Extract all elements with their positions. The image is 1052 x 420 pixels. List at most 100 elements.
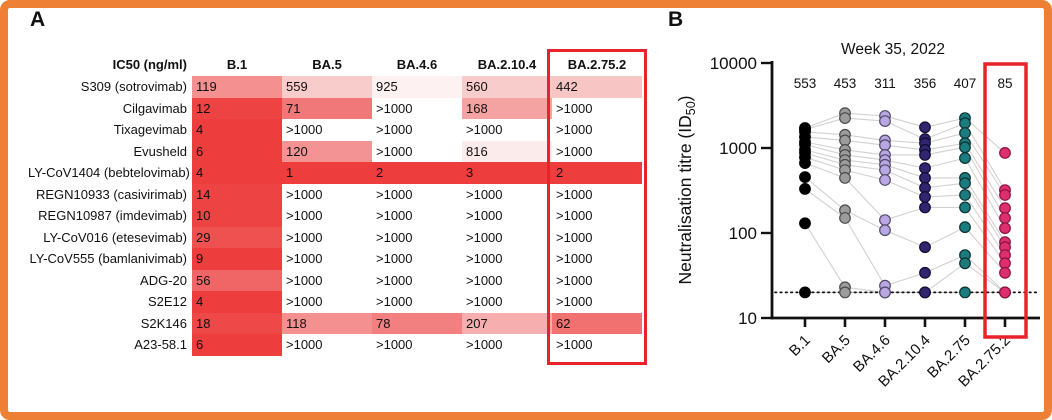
column-header: BA.5: [312, 57, 342, 72]
antibody-label: S2E12: [147, 294, 187, 309]
gmt-value: 553: [794, 76, 817, 91]
data-point: [839, 212, 851, 224]
ic50-cell: 120: [282, 140, 372, 162]
ic50-cell: 816: [462, 140, 552, 162]
antibody-label: LY-CoV555 (bamlanivimab): [29, 251, 187, 266]
ic50-cell: >1000: [462, 334, 552, 356]
ic50-cell: >1000: [552, 205, 642, 227]
sample-line: [804, 223, 1006, 293]
data-point: [879, 286, 891, 299]
data-point: [959, 189, 971, 201]
ic50-cell: >1000: [372, 140, 462, 162]
y-tick-label: 100: [729, 224, 757, 243]
ic50-cell: >1000: [282, 119, 372, 141]
antibody-label: S2K146: [140, 315, 187, 331]
ic50-cell: 9: [192, 248, 282, 270]
ic50-cell: >1000: [372, 97, 462, 119]
ic50-cell: 71: [282, 97, 372, 119]
data-point: [959, 152, 971, 165]
y-tick-label: 10000: [710, 54, 757, 73]
gmt-value: 85: [997, 76, 1012, 91]
chart-title: Week 35, 2022: [841, 41, 945, 58]
ic50-cell: >1000: [372, 248, 462, 270]
data-point: [999, 286, 1011, 299]
antibody-label: LY-CoV016 (etesevimab): [43, 229, 187, 245]
ic50-cell: >1000: [282, 291, 372, 313]
data-point: [879, 224, 891, 237]
data-point: [959, 221, 971, 234]
ic50-cell: >1000: [282, 183, 372, 205]
x-tick-label: BA.5: [819, 332, 854, 367]
ic50-cell: >1000: [552, 183, 642, 205]
data-point: [839, 171, 851, 184]
sample-line: [804, 136, 1006, 209]
antibody-label: A23-58.1: [134, 337, 187, 352]
ic50-cell: >1000: [552, 269, 642, 291]
gmt-value: 453: [834, 76, 857, 91]
ic50-cell: 3: [462, 162, 552, 184]
data-point: [999, 212, 1011, 224]
ic50-cell: >1000: [282, 269, 372, 291]
data-point: [879, 139, 891, 152]
data-point: [919, 241, 931, 254]
data-point: [999, 222, 1011, 235]
ic50-cell: 78: [372, 312, 462, 334]
ic50-cell: >1000: [372, 269, 462, 291]
ic50-cell: 119: [192, 76, 282, 98]
data-point: [799, 157, 811, 170]
data-point: [959, 201, 971, 214]
ic50-cell: 442: [552, 76, 642, 98]
data-point: [959, 141, 971, 154]
ic50-cell: 6: [192, 334, 282, 356]
sample-line: [804, 176, 1006, 274]
ic50-cell: 62: [552, 312, 642, 334]
sample-line: [804, 131, 1006, 196]
ic50-cell: >1000: [552, 97, 642, 119]
ic50-cell: 4: [192, 162, 282, 184]
ic50-cell: >1000: [462, 205, 552, 227]
data-point: [919, 266, 931, 279]
ic50-cell: >1000: [552, 334, 642, 356]
ic50-cell: 1: [282, 162, 372, 184]
ic50-cell: 168: [462, 97, 552, 119]
ic50-cell: 118: [282, 312, 372, 334]
column-header: BA.4.6: [396, 57, 438, 72]
panel-b-chart: Week 35, 2022 553 453 311 356 407 85 Neutralisa…: [675, 41, 1040, 390]
ic50-table: IC50 (ng/ml) B.1 BA.5 BA.4.6 BA.2.10.4 BA.2.7…: [28, 49, 647, 365]
table-row: S309 (sotrovimab) 119 559 925 560 442: [28, 76, 642, 98]
y-axis-label: Neutralisation titre (ID50): [675, 96, 698, 285]
gmt-value: 407: [954, 76, 977, 91]
antibody-label: REGN10987 (imdevimab): [38, 208, 187, 223]
data-point: [999, 146, 1011, 159]
ic50-cell: 6: [192, 140, 282, 162]
table-row: S2K146 18 118 78 207 62: [28, 312, 642, 334]
antibody-label: Evusheld: [133, 143, 187, 159]
table-row: LY-CoV1404 (bebtelovimab) 4 1 2 3 2: [28, 162, 642, 184]
ic50-cell: >1000: [462, 248, 552, 270]
data-point: [919, 121, 931, 134]
ic50-cell: >1000: [282, 334, 372, 356]
panel-a-label: A: [30, 8, 46, 31]
table-row: ADG-20 56 >1000 >1000 >1000 >1000: [28, 269, 642, 291]
data-point: [799, 171, 811, 184]
highlight-box-chart: [983, 62, 1028, 339]
ic50-cell: 560: [462, 76, 552, 98]
data-point: [999, 266, 1011, 279]
table-row: REGN10987 (imdevimab) 10 >1000 >1000 >1000 >1…: [28, 205, 642, 227]
ic50-cell: 12: [192, 97, 282, 119]
column-header: BA.2.75.2: [567, 57, 627, 72]
ic50-cell: 2: [552, 162, 642, 184]
data-point: [999, 189, 1011, 201]
x-tick-label: B.1: [786, 332, 814, 360]
data-point: [959, 127, 971, 139]
data-point: [799, 286, 811, 299]
ic50-cell: 559: [282, 76, 372, 98]
ic50-cell: >1000: [372, 119, 462, 141]
data-point: [959, 117, 971, 130]
antibody-label: ADG-20: [140, 272, 187, 288]
ic50-cell: >1000: [282, 226, 372, 248]
ic50-cell: 18: [192, 312, 282, 334]
sample-line: [804, 188, 1006, 293]
antibody-label: Cilgavimab: [122, 100, 187, 116]
ic50-cell: 2: [372, 162, 462, 184]
